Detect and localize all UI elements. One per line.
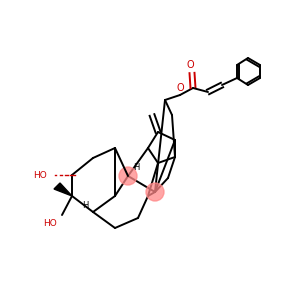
Circle shape (119, 167, 137, 185)
Text: H: H (133, 163, 140, 172)
Text: HO: HO (33, 170, 47, 179)
Text: O: O (176, 83, 184, 93)
Text: H: H (82, 201, 88, 210)
Circle shape (146, 183, 164, 201)
Polygon shape (54, 183, 72, 196)
Text: O: O (186, 60, 194, 70)
Text: HO: HO (43, 218, 57, 227)
